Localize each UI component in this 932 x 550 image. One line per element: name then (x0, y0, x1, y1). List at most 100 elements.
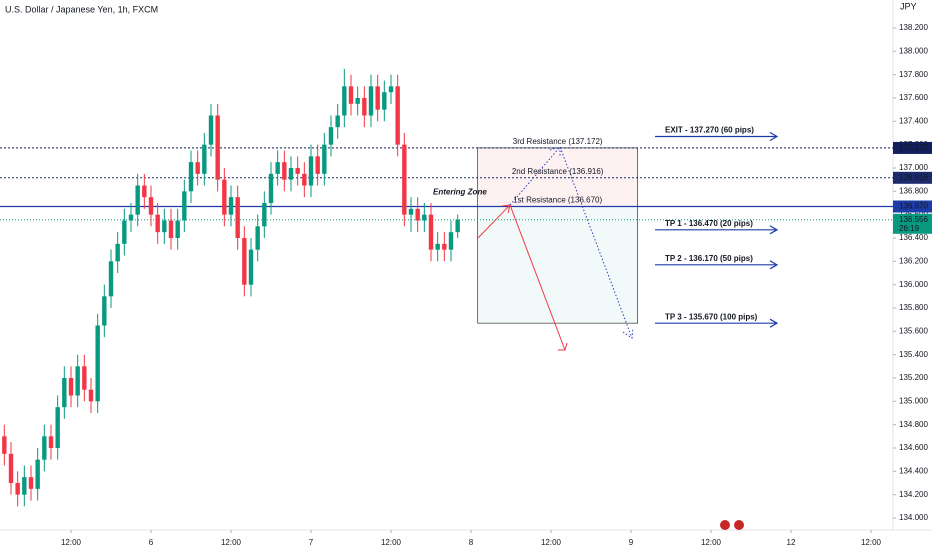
level-price-label: 137.172 (899, 143, 928, 152)
candle-body (62, 378, 67, 408)
x-tick-label: 12 (787, 538, 796, 547)
candle-body (242, 238, 247, 285)
target-arrow-head (769, 318, 779, 328)
candle-body (282, 162, 287, 180)
y-tick-label: 134.800 (899, 420, 928, 429)
flags (720, 520, 744, 530)
x-tick-label: 9 (629, 538, 634, 547)
projected-path (509, 146, 633, 339)
arrow-head (622, 327, 634, 339)
candle-body (302, 173, 307, 186)
zone-reward (477, 206, 639, 324)
target-label: TP 3 - 135.670 (100 pips) (665, 312, 758, 321)
candle-body (148, 197, 154, 215)
candle-body (68, 378, 74, 396)
candle-body (315, 156, 320, 174)
candle-body (382, 92, 387, 110)
candle-body (42, 436, 47, 460)
candle-body (75, 366, 80, 396)
y-tick-label: 136.200 (899, 256, 928, 265)
x-tick-label: 12:00 (701, 538, 722, 547)
candle-body (362, 98, 367, 116)
level-name: 1st Resistance (136.670) (513, 196, 602, 205)
candle-body (22, 477, 27, 495)
candle-body (2, 436, 7, 454)
candle-body (328, 127, 334, 145)
candle-body (228, 197, 234, 215)
arrow-head (558, 342, 568, 351)
candle-body (268, 173, 274, 203)
candle-body (448, 232, 454, 250)
candle-body (208, 115, 214, 145)
candle-body (262, 203, 267, 227)
candle-body (322, 144, 327, 174)
candle-body (82, 366, 87, 390)
y-tick-label: 137.000 (899, 163, 928, 172)
target-arrow-head (769, 131, 779, 142)
candle-body (28, 477, 34, 489)
target-label: EXIT - 137.270 (60 pips) (665, 126, 754, 135)
y-tick-label: 134.000 (899, 513, 928, 522)
y-tick-label: 135.000 (899, 396, 928, 405)
x-tick-label: 6 (149, 538, 154, 547)
candle-body (142, 185, 147, 198)
candle-body (335, 115, 340, 128)
y-tick-label: 134.400 (899, 466, 928, 475)
candle-body (435, 243, 440, 250)
candle-body (95, 325, 100, 402)
candle-body (8, 453, 14, 483)
y-tick-label: 135.200 (899, 373, 928, 382)
candle-body (288, 168, 294, 180)
candle-body (155, 214, 160, 233)
candle-body (368, 86, 374, 116)
candle-body (102, 296, 107, 326)
candle-body (402, 144, 407, 215)
level-price-box (893, 141, 932, 154)
candle-body (395, 86, 400, 145)
candle-body (168, 220, 174, 238)
candle-body (428, 214, 434, 250)
candle-body (408, 208, 414, 215)
candle-body (442, 243, 447, 250)
x-tick-label: 8 (469, 538, 474, 547)
candle-body (388, 86, 394, 93)
y-tick-label: 134.600 (899, 443, 928, 452)
candle-body (15, 483, 20, 495)
candle-body (122, 220, 127, 244)
current-price-box (893, 213, 932, 234)
candle-body (275, 162, 280, 174)
level-name: 2nd Resistance (136.916) (512, 167, 604, 176)
candle-body (222, 179, 227, 215)
candle-body (55, 407, 60, 448)
candle-body (135, 185, 140, 215)
current-price-label: 136.556 (899, 215, 928, 224)
target-arrow-head (769, 225, 779, 235)
candle-body (455, 219, 460, 233)
y-tick-label: 135.400 (899, 350, 928, 359)
candle-body (128, 214, 134, 221)
y-tick-label: 135.600 (899, 326, 928, 335)
candle-body (195, 162, 200, 174)
level-price-box (893, 200, 932, 213)
x-tick-label: 12:00 (861, 538, 882, 547)
zone-label: Entering Zone (433, 188, 487, 197)
candle-body (202, 144, 207, 174)
currency: JPY (900, 1, 917, 11)
x-tick-label: 12:00 (381, 538, 402, 547)
target-label: TP 1 - 136.470 (20 pips) (665, 219, 753, 228)
candle-body (188, 162, 194, 192)
candle-body (355, 98, 360, 104)
candle-body (422, 214, 427, 221)
x-tick-label: 12:00 (61, 538, 82, 547)
level-name: 3rd Resistance (137.172) (513, 137, 603, 146)
y-tick-label: 137.400 (899, 116, 928, 125)
y-tick-label: 136.000 (899, 280, 928, 289)
countdown: 26:19 (899, 224, 920, 233)
candle-body (115, 243, 120, 262)
plot (0, 27, 896, 533)
candle-body (295, 168, 300, 174)
candle-body (308, 156, 314, 186)
candle-body (162, 220, 167, 233)
candle-body (215, 115, 220, 180)
candle-body (175, 220, 180, 238)
